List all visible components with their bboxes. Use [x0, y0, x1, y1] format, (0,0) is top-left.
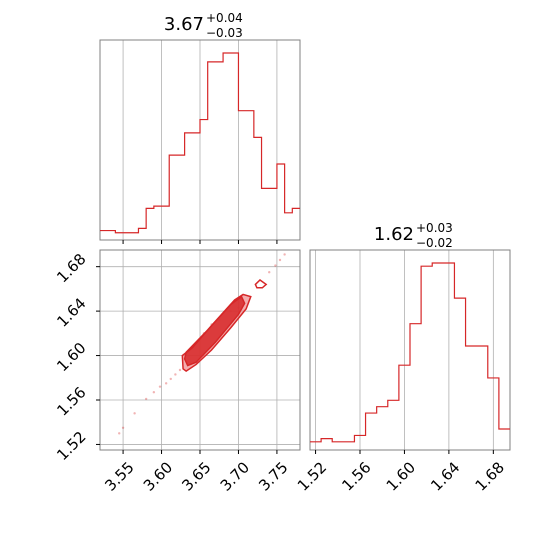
x-tick-label: 1.56 [338, 458, 374, 494]
x-tick-label: 1.52 [294, 458, 330, 494]
y-tick-label: 1.64 [53, 294, 89, 330]
x-tick-label: 1.64 [427, 458, 463, 494]
0-title-lower: −0.03 [206, 26, 243, 40]
histogram-step-line [100, 52, 300, 234]
sample-point [152, 391, 156, 394]
sample-point [278, 258, 282, 262]
sample-point [118, 432, 121, 435]
y-tick-label: 1.52 [53, 428, 89, 464]
sample-point [178, 368, 182, 372]
sample-point [283, 253, 286, 256]
sample-point [274, 264, 277, 267]
0-title-upper: +0.04 [206, 11, 243, 25]
contour-inner [183, 295, 246, 367]
contour-panel-bottom-left: 3.55 3.60 3.65 3.70 3.75 1.52 1.56 1.60 1.64 1.68 [53, 249, 301, 495]
y-tick-label: 1.60 [53, 339, 89, 375]
x-tick-label: 3.55 [101, 458, 137, 494]
x-tick-label: 1.60 [383, 458, 419, 494]
0-title-value: 3.67 [164, 14, 204, 35]
contour-island [254, 279, 268, 289]
sample-point [169, 377, 172, 381]
histogram-step-line [310, 262, 510, 443]
y-tick-label: 1.56 [53, 383, 89, 419]
sample-point [174, 373, 177, 376]
sample-point [268, 271, 271, 274]
sample-point [121, 426, 125, 429]
histogram-panel-bottom-right: 1.52 1.56 1.60 1.64 1.68 1.62 +0.03−0.02 [294, 221, 511, 495]
sample-point [133, 412, 136, 415]
histogram-panel-top-left: 3.67 +0.04−0.03 [99, 11, 301, 244]
2-title-value: 1.62 [374, 224, 414, 245]
2-frame [309, 249, 511, 451]
x-tick-label: 3.65 [178, 458, 214, 494]
sample-point [164, 382, 168, 385]
x-tick-label: 3.60 [140, 458, 176, 494]
2-title-upper: +0.03 [416, 221, 453, 235]
y-tick-label: 1.68 [53, 250, 89, 286]
x-tick-label: 3.70 [217, 458, 253, 494]
sample-point [144, 397, 148, 401]
x-tick-label: 1.68 [472, 458, 508, 494]
x-tick-label: 3.75 [255, 458, 291, 494]
2-title-lower: −0.02 [416, 236, 453, 250]
sample-point [158, 385, 162, 388]
